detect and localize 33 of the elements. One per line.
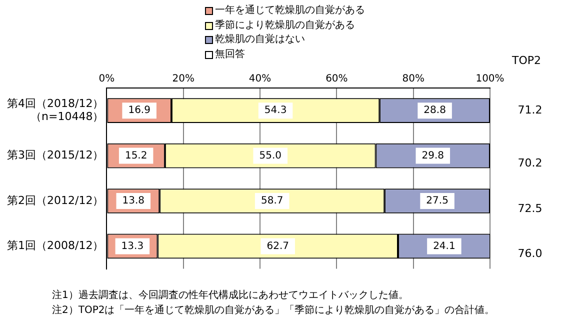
data-label: 28.8 [424, 105, 446, 116]
legend-label: 一年を通じて乾燥肌の自覚がある [215, 4, 365, 18]
x-tick-label: 60% [326, 74, 348, 85]
text: 注1）過去調査は、今回調査の性年代構成比にあわせてウエイトバックした値。 [52, 288, 410, 303]
x-tick-label: 80% [402, 74, 424, 85]
x-tick-label: 0% [98, 74, 115, 85]
legend-label: 乾燥肌の自覚はない [215, 33, 305, 47]
y-tick-label: 第3回（2015/12） [6, 148, 104, 162]
data-label: 13.8 [122, 196, 145, 207]
x-tick-label: 20% [172, 74, 194, 85]
data-label: 24.1 [433, 240, 456, 252]
y-tick-label: 第4回（2018/12）（n=10448） [6, 96, 104, 124]
text: 70.2 [518, 156, 542, 170]
text: 72.5 [518, 202, 542, 215]
data-label: 29.8 [422, 150, 444, 162]
text: 71.2 [518, 103, 542, 116]
y-tick-label: 第2回（2012/12） [6, 194, 104, 207]
data-label: 13.3 [121, 240, 144, 252]
text: TOP2 [512, 54, 542, 67]
data-label: 16.9 [128, 105, 150, 116]
legend-label: 季節により乾燥肌の自覚がある [215, 18, 355, 32]
legend-label: 無回答 [215, 48, 245, 62]
data-label: 54.3 [264, 105, 287, 116]
y-tick-label: 第1回（2008/12） [6, 239, 104, 252]
data-label: 62.7 [266, 240, 289, 252]
data-label: 58.7 [260, 196, 284, 207]
data-label: 15.2 [124, 150, 148, 162]
x-tick-label: 100% [476, 74, 504, 85]
x-tick-label: 40% [248, 74, 272, 85]
data-label: 55.0 [259, 150, 282, 162]
text: 76.0 [518, 247, 542, 260]
data-label: 27.5 [426, 196, 448, 207]
text: 注2）TOP2は「一年を通じて乾燥肌の自覚がある」「季節により乾燥肌の自覚がある」の合計値。 [52, 304, 495, 318]
